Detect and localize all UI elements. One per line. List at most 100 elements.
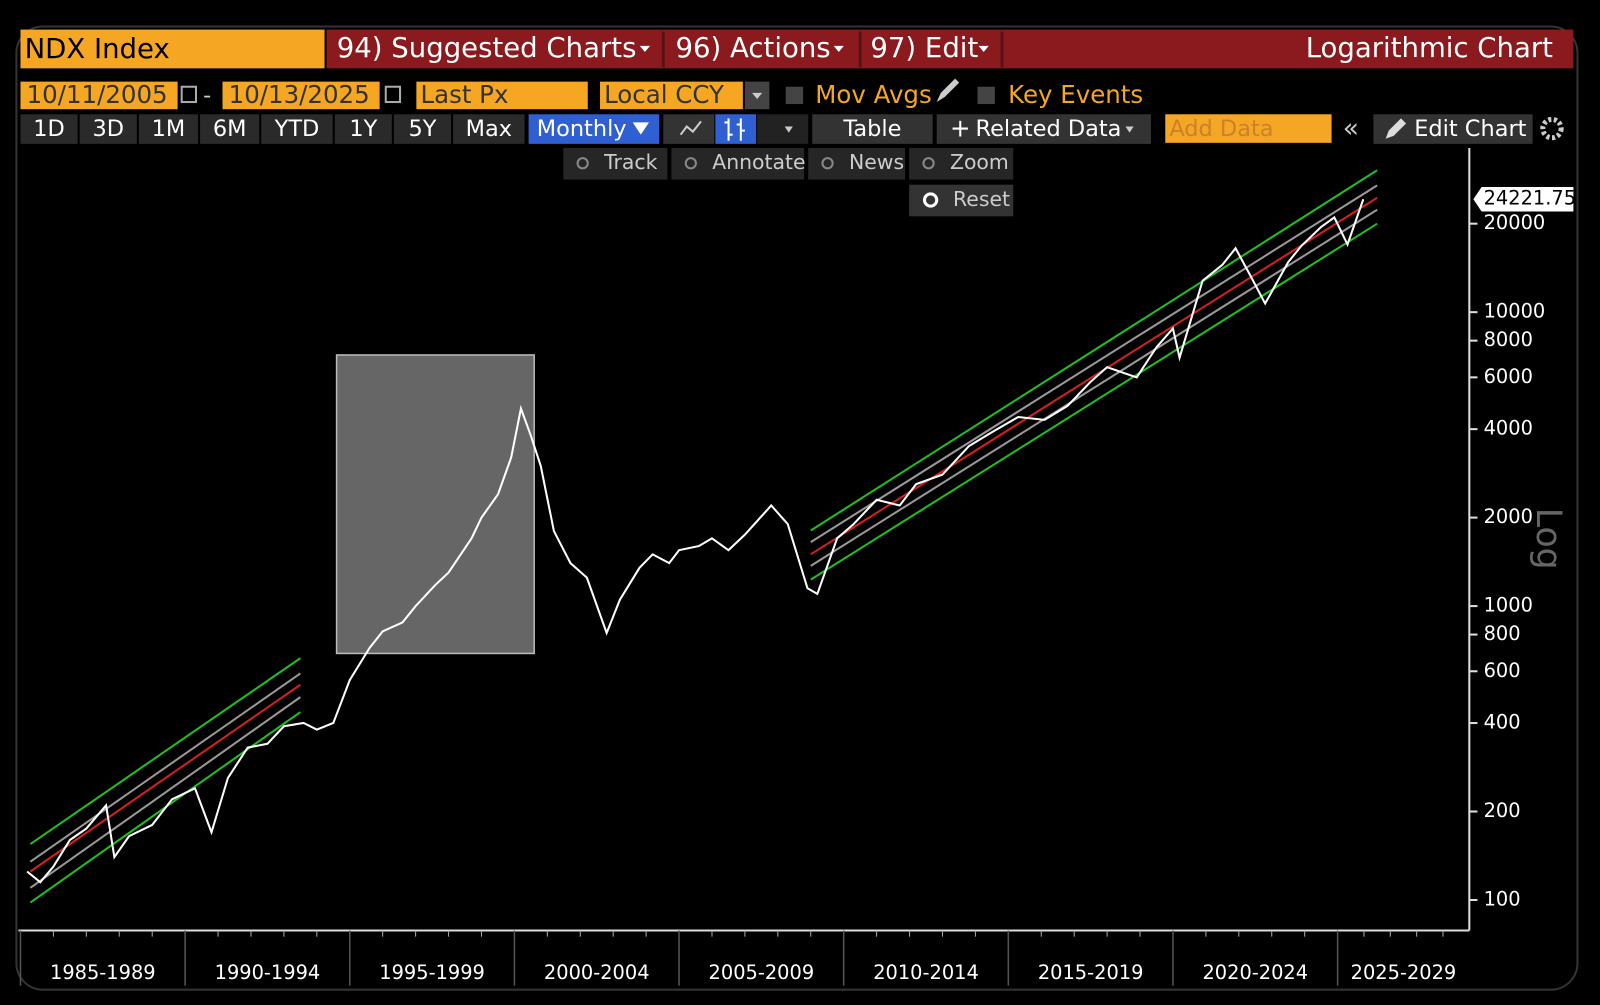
checkbox[interactable] bbox=[977, 86, 995, 105]
end-date: 10/13/2025 bbox=[229, 80, 370, 109]
range-button[interactable] bbox=[393, 114, 452, 144]
start-date: 10/11/2005 bbox=[27, 80, 168, 109]
y-tick-label: 2000 bbox=[1484, 505, 1533, 528]
trend-channel bbox=[810, 208, 1378, 567]
y-tick-label: 4000 bbox=[1484, 417, 1533, 440]
range-label: 5Y bbox=[408, 116, 436, 142]
y-tick-label: 20000 bbox=[1484, 211, 1546, 234]
ccy-box[interactable] bbox=[600, 81, 743, 110]
x-tick-label: 2010-2014 bbox=[873, 961, 979, 984]
range-label: 6M bbox=[213, 116, 247, 142]
edit-chart: Edit Chart bbox=[1414, 116, 1526, 142]
add-data-box[interactable] bbox=[1165, 114, 1332, 143]
tool-icon bbox=[684, 157, 697, 170]
y-tick-label: 600 bbox=[1484, 659, 1521, 682]
tool-icon bbox=[576, 157, 589, 170]
x-tick-label: 2005-2009 bbox=[709, 961, 815, 984]
range-button[interactable] bbox=[20, 114, 78, 144]
range-label: 1D bbox=[33, 116, 65, 142]
key-events[interactable]: Key Events bbox=[1008, 80, 1143, 109]
range-label: YTD bbox=[274, 116, 320, 142]
range-button[interactable] bbox=[200, 114, 260, 144]
y-tick-label: 6000 bbox=[1484, 365, 1533, 388]
y-tick-label: 10000 bbox=[1484, 300, 1546, 323]
arrow bbox=[632, 122, 649, 135]
related-data: Related Data bbox=[975, 116, 1121, 142]
range-label: 3D bbox=[92, 116, 124, 142]
table-button[interactable] bbox=[812, 114, 933, 144]
trend-channel bbox=[810, 169, 1378, 532]
y-tick-label: 1000 bbox=[1484, 594, 1533, 617]
y-tick-label: 8000 bbox=[1484, 328, 1533, 351]
tool-icon bbox=[922, 157, 935, 170]
arrow bbox=[1125, 126, 1134, 133]
currency: Local CCY bbox=[604, 80, 724, 109]
bar-type[interactable] bbox=[715, 114, 757, 144]
type-drop[interactable] bbox=[757, 114, 809, 144]
trend-channel bbox=[29, 696, 301, 889]
x-tick-label: 2025-2029 bbox=[1351, 961, 1457, 984]
range-button[interactable] bbox=[453, 114, 525, 144]
checkbox[interactable] bbox=[785, 86, 804, 105]
tool-button[interactable] bbox=[909, 147, 1014, 180]
range-button[interactable] bbox=[138, 114, 199, 144]
y-tick-label: 100 bbox=[1484, 887, 1521, 910]
range-button[interactable] bbox=[334, 114, 392, 144]
line-icon bbox=[679, 120, 702, 136]
plus: + bbox=[950, 114, 971, 143]
frequency: Monthly bbox=[537, 116, 627, 142]
trend-channel bbox=[810, 184, 1378, 544]
axis-label: Log bbox=[1528, 508, 1568, 570]
highlight-box bbox=[335, 354, 535, 655]
y-tick-label: 200 bbox=[1484, 799, 1521, 822]
mov-avgs[interactable]: Mov Avgs bbox=[815, 80, 931, 109]
menu[interactable]: 94) Suggested Charts bbox=[337, 32, 637, 64]
ticker-box[interactable] bbox=[20, 29, 325, 69]
collapse[interactable]: « bbox=[1343, 113, 1359, 144]
tool-label: Zoom bbox=[950, 150, 1009, 174]
arrow bbox=[784, 126, 793, 133]
x-tick-label: 2015-2019 bbox=[1038, 961, 1144, 984]
range-label: Max bbox=[466, 116, 512, 142]
add-data: Add Data bbox=[1169, 116, 1273, 142]
reset-icon bbox=[922, 192, 939, 208]
trend-channel bbox=[810, 222, 1378, 581]
last-value: 24221.75 bbox=[1484, 187, 1576, 210]
menu[interactable]: 96) Actions bbox=[676, 32, 831, 64]
cal-icon[interactable] bbox=[384, 85, 402, 104]
date-box[interactable] bbox=[20, 81, 178, 110]
x-tick-label: 1985-1989 bbox=[50, 961, 156, 984]
trend-channel bbox=[29, 683, 301, 873]
tool-icon bbox=[821, 157, 834, 170]
range-button[interactable] bbox=[261, 114, 333, 144]
date-box[interactable] bbox=[222, 81, 380, 110]
plot: 100 200 400 600 800 1000 2000 4000 6000 8000 10000… bbox=[18, 147, 1576, 986]
chart-mode: Logarithmic Chart bbox=[1306, 32, 1553, 64]
cal-icon[interactable] bbox=[180, 85, 197, 104]
range-button[interactable] bbox=[79, 114, 137, 144]
bar-icon bbox=[724, 118, 745, 141]
menu[interactable]: 97) Edit bbox=[870, 32, 978, 64]
range-label: 1M bbox=[152, 116, 186, 142]
x-tick-label: 1990-1994 bbox=[215, 961, 321, 984]
tool-button[interactable] bbox=[808, 147, 906, 180]
trend-channel bbox=[29, 672, 301, 863]
frame bbox=[15, 25, 1579, 991]
tool-label: News bbox=[849, 150, 904, 174]
field: Last Px bbox=[420, 80, 508, 109]
related-button[interactable] bbox=[936, 114, 1151, 144]
tool-button[interactable] bbox=[671, 147, 805, 180]
trend-channel bbox=[810, 196, 1378, 556]
range-buttons: 1D 3D 1M 6M YTD 1Y 5Y Max bbox=[20, 114, 525, 144]
trend-channel bbox=[29, 657, 301, 845]
pencil[interactable] bbox=[936, 78, 960, 103]
reset-button[interactable] bbox=[909, 184, 1014, 217]
settings[interactable] bbox=[1540, 116, 1564, 141]
tool-label: Annotate bbox=[712, 150, 805, 174]
tool-button[interactable] bbox=[563, 147, 668, 180]
field-box[interactable] bbox=[416, 81, 588, 110]
x-tick-label: 1995-1999 bbox=[379, 961, 485, 984]
table: Table bbox=[842, 116, 901, 142]
x-tick-label: 2000-2004 bbox=[544, 961, 650, 984]
range-label: 1Y bbox=[349, 116, 377, 142]
